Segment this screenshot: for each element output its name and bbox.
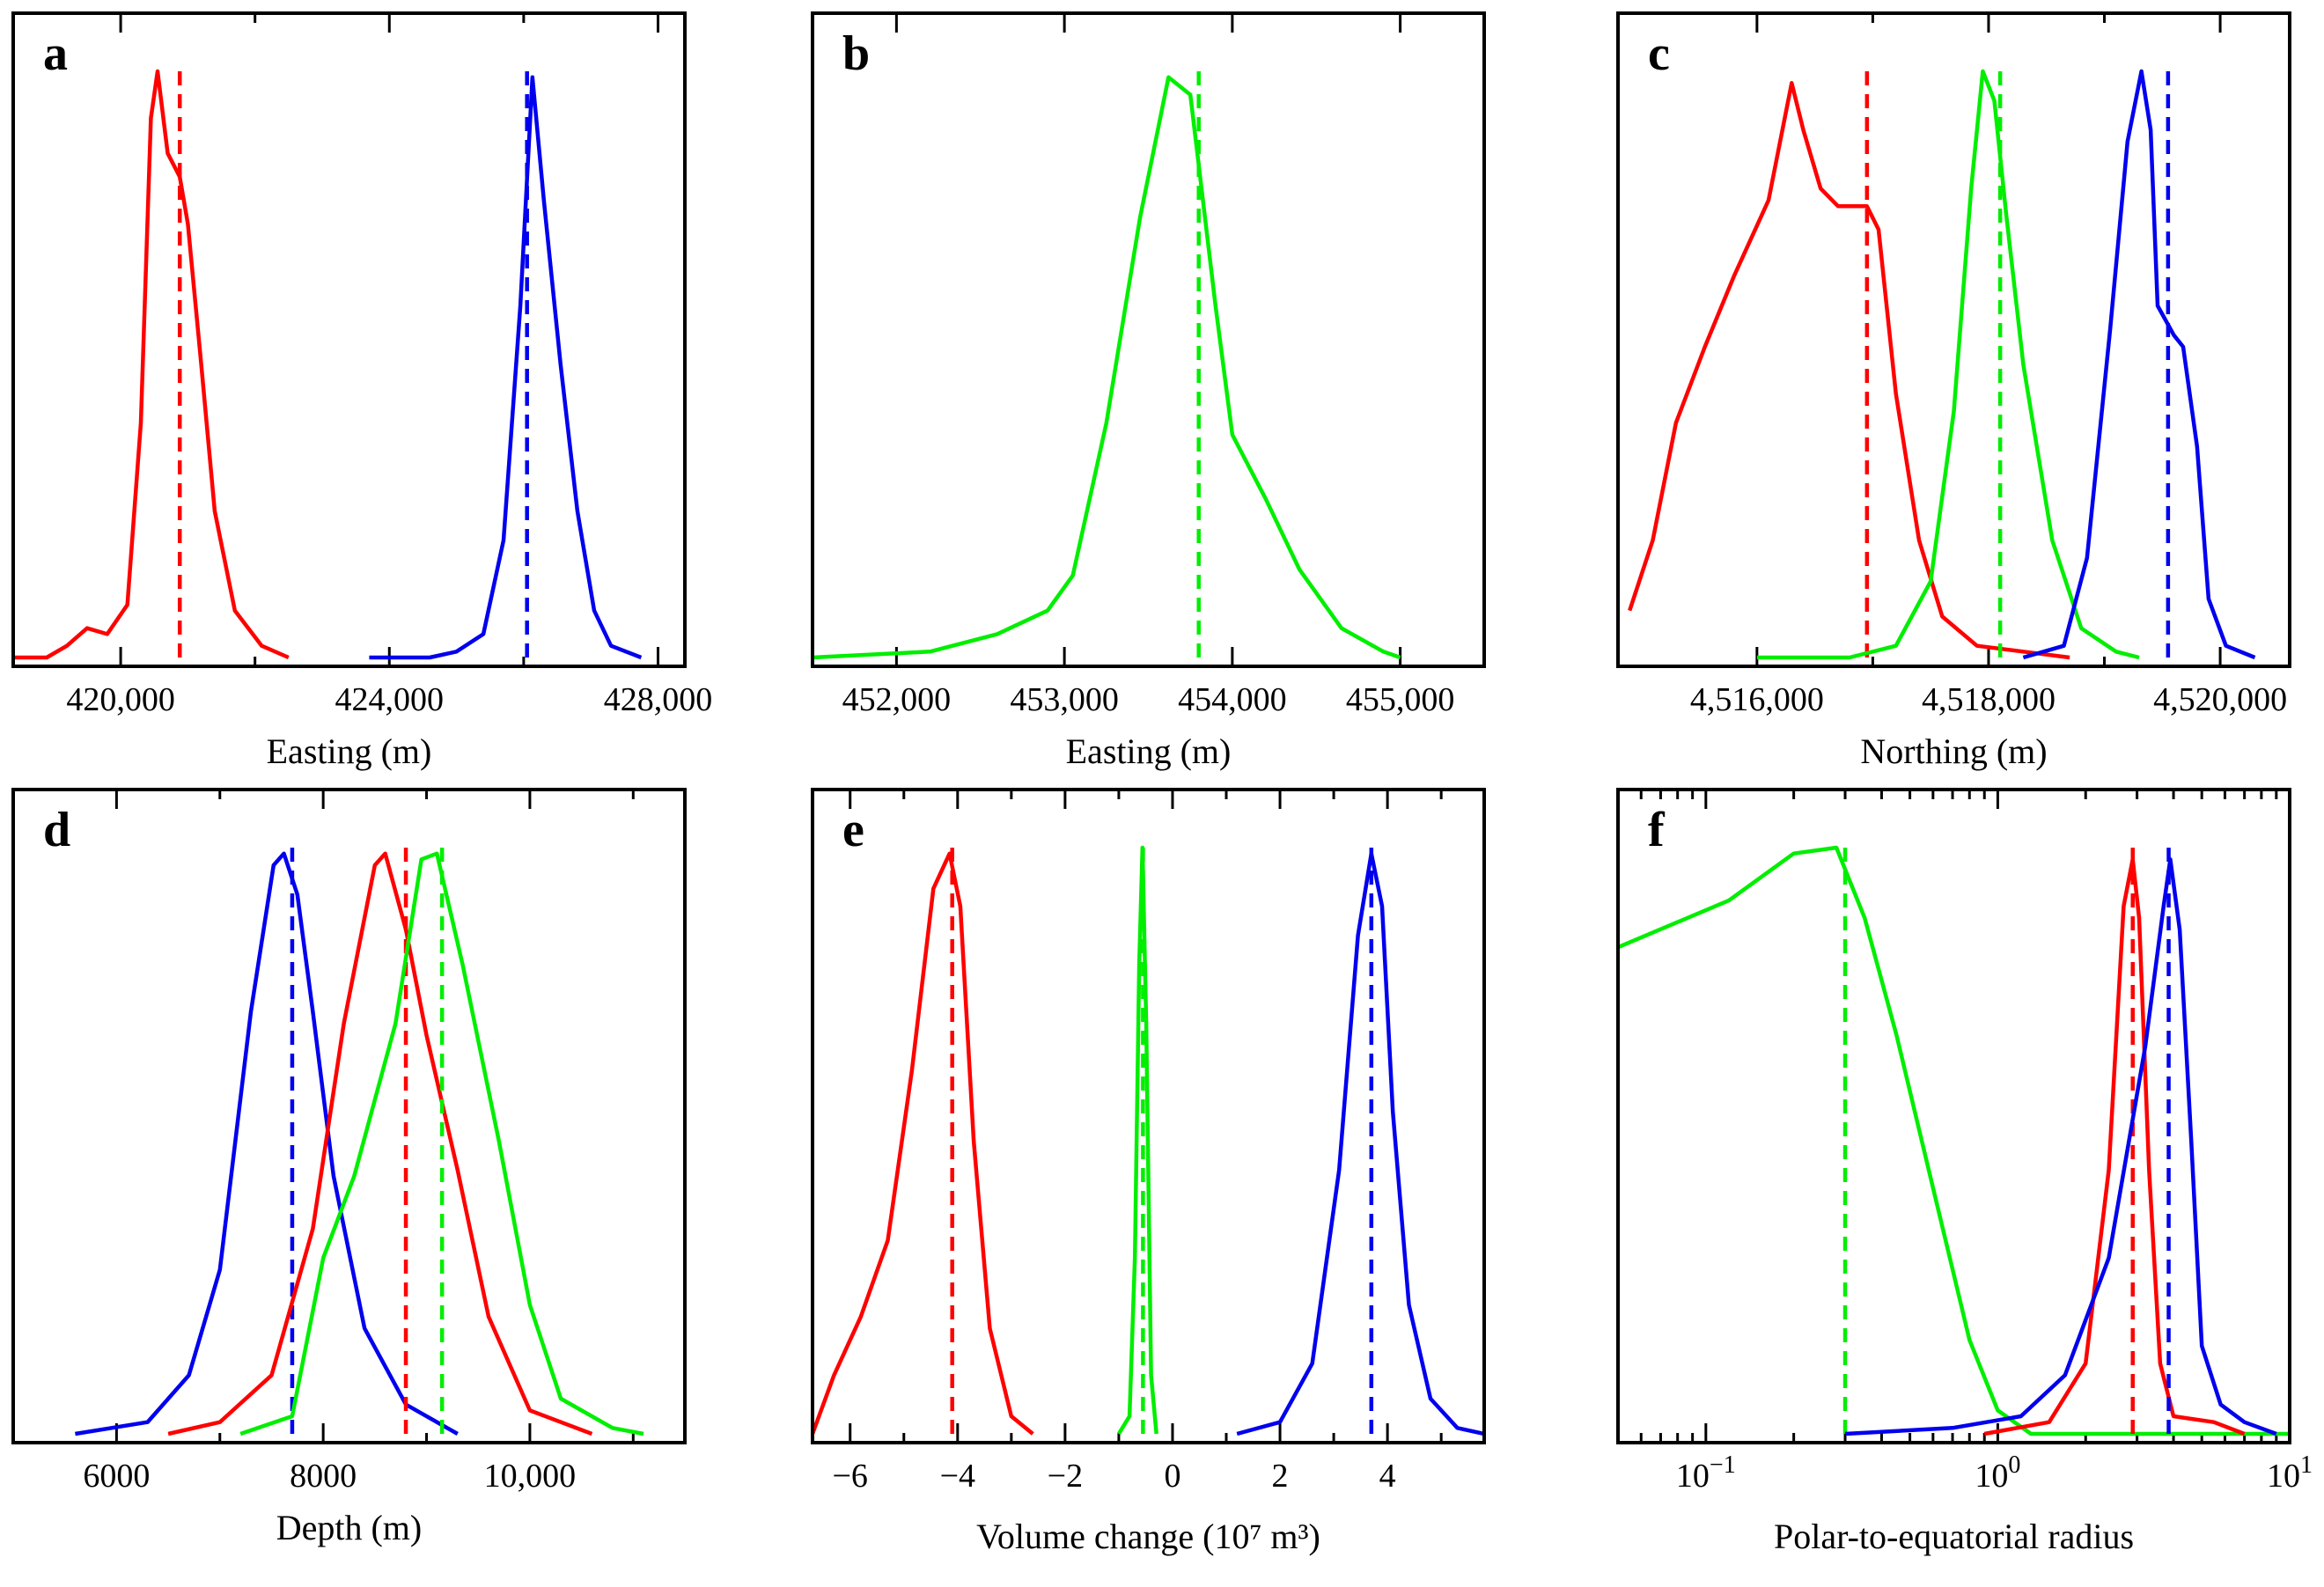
plot-frame (11, 788, 687, 1444)
x-axis-label: Depth (m) (276, 1508, 423, 1547)
x-tick-label: 420,000 (66, 681, 175, 718)
panel-letter: d (43, 803, 70, 857)
x-axis-label: Volume change (10⁷ m³) (976, 1517, 1320, 1556)
density-curve-red (167, 851, 593, 1436)
panel-e: −6 −4 −2 0 2 4 Volume change (10⁷ m³) e (811, 788, 1486, 1556)
series-group (1620, 845, 2288, 1436)
x-axis-label: Easting (m) (1066, 731, 1232, 771)
density-curve-green (1620, 845, 2288, 1436)
density-curve-red (1983, 857, 2246, 1436)
series-group (814, 845, 1482, 1436)
density-curve-blue (1236, 851, 1482, 1436)
x-tick-label: 455,000 (1346, 681, 1455, 718)
tick-exponent: 1 (2300, 1451, 2313, 1479)
x-tick-label: −6 (833, 1458, 868, 1495)
plot-frame (1616, 11, 2291, 668)
plot-frame (811, 11, 1486, 668)
density-curve-blue (2022, 69, 2256, 660)
x-tick-label: 6000 (83, 1458, 150, 1495)
x-tick-label: 0 (1164, 1458, 1180, 1495)
tick-base: 10 (2267, 1458, 2300, 1495)
x-axis-label: Easting (m) (267, 731, 432, 771)
x-tick-label: 424,000 (335, 681, 445, 718)
x-tick-label: 100 (1975, 1451, 2020, 1495)
tick-exponent: −1 (1710, 1451, 1736, 1479)
plot-frame (811, 788, 1486, 1444)
x-tick-label: 2 (1272, 1458, 1289, 1495)
panel-letter: e (842, 803, 864, 857)
series-group (814, 71, 1401, 660)
tick-base: 10 (1676, 1458, 1710, 1495)
density-curve-green (814, 75, 1401, 660)
panel-letter: b (842, 26, 870, 81)
x-axis-label: Northing (m) (1860, 731, 2047, 771)
tick-exponent: 0 (2008, 1451, 2020, 1479)
density-curve-blue (75, 851, 459, 1436)
panel-letter: f (1648, 803, 1666, 857)
density-curve-blue (369, 75, 643, 660)
x-axis-label: Polar-to-equatorial radius (1774, 1517, 2134, 1556)
density-curve-red (15, 69, 290, 660)
x-tick-label: 10−1 (1676, 1451, 1736, 1495)
density-curve-blue (1844, 857, 2277, 1436)
x-tick-label: 452,000 (842, 681, 952, 718)
panel-d: 6000 8000 10,000 Depth (m) d (11, 788, 687, 1547)
panel-letter: a (43, 26, 68, 81)
x-tick-label: 4,520,000 (2153, 681, 2287, 718)
panel-c: 4,516,000 4,518,000 4,520,000 Northing (m) c (1616, 11, 2291, 771)
density-curve-red (814, 851, 1034, 1436)
series-group (75, 848, 644, 1436)
x-tick-label: 101 (2267, 1451, 2313, 1495)
panel-b: 452,000 453,000 454,000 455,000 Easting (m) b (811, 11, 1486, 771)
panel-letter: c (1648, 26, 1670, 81)
x-tick-label: 4 (1379, 1458, 1396, 1495)
x-tick-label: 428,000 (604, 681, 713, 718)
x-tick-label: 453,000 (1010, 681, 1119, 718)
x-tick-label: −4 (940, 1458, 975, 1495)
x-tick-label: 454,000 (1178, 681, 1287, 718)
series-group (15, 69, 643, 660)
x-tick-label: −2 (1048, 1458, 1083, 1495)
density-curve-green (1116, 845, 1158, 1436)
x-tick-label: 10,000 (484, 1458, 577, 1495)
panel-a: 420,000 424,000 428,000 Easting (m) a (11, 11, 713, 771)
series-group (1628, 69, 2256, 660)
plot-frame (11, 11, 687, 668)
density-curve-green (239, 851, 644, 1436)
x-tick-label: 8000 (290, 1458, 357, 1495)
density-curve-green (1756, 69, 2140, 660)
density-curve-red (1628, 81, 2070, 660)
x-tick-label: 4,518,000 (1922, 681, 2056, 718)
x-tick-label: 4,516,000 (1690, 681, 1824, 718)
tick-base: 10 (1975, 1458, 2008, 1495)
